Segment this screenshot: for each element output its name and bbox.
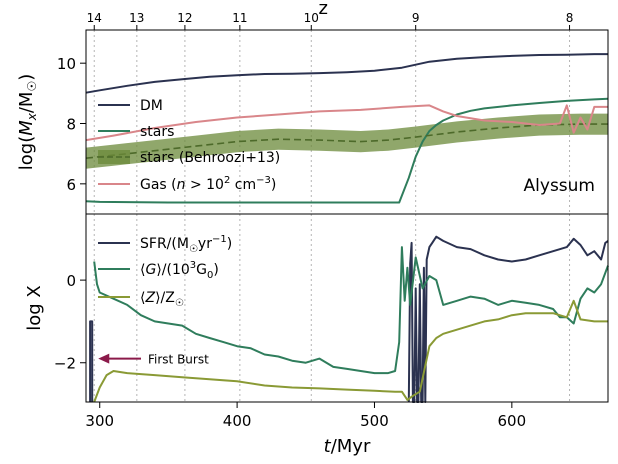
- dm-line: [85, 53, 608, 94]
- ylabel-part: M: [16, 120, 37, 136]
- legend-part: cm: [230, 177, 256, 193]
- legend-label-g: ⟨G⟩/(103G0): [140, 260, 219, 281]
- legend-label-stars: stars: [140, 124, 174, 140]
- legend-part: > 10: [186, 177, 224, 193]
- z-tick-label-13: 13: [129, 11, 144, 25]
- ylabel-part: ): [16, 74, 37, 81]
- x-tick-label-300: 300: [85, 412, 114, 430]
- behroozi-line: [85, 123, 608, 159]
- first-burst-annotation: First Burst: [98, 353, 209, 367]
- ylabel-part: ☉: [25, 81, 39, 92]
- legend-part: Gas (: [140, 177, 177, 193]
- y-tick-label-top-6: 6: [66, 176, 76, 194]
- ylabel-part: /M: [16, 92, 37, 114]
- y-tick-label-top-8: 8: [66, 116, 76, 134]
- ylabel-part: x: [25, 112, 39, 121]
- bottom-panel-ticks: −2 0 300 400 500 600: [54, 272, 526, 430]
- legend-label-gas: Gas (n > 102 cm−3): [140, 175, 276, 193]
- bottom-panel-legend: SFR/(M☉yr−1) ⟨G⟩/(103G0) ⟨Z⟩/Z☉: [98, 234, 232, 309]
- legend-part: 3: [190, 260, 196, 271]
- legend-swatch-behroozi-band: [98, 150, 130, 164]
- x-axis-title: t/Myr: [324, 436, 371, 457]
- legend-part: ☉: [175, 298, 184, 309]
- y-tick-label-bottom-0: 0: [66, 272, 76, 290]
- y-tick-label-bottom--2: −2: [54, 355, 76, 373]
- stars-line: [85, 97, 609, 204]
- legend-part: SFR/(M: [140, 236, 189, 252]
- g-line: [93, 246, 609, 375]
- x-tick-label-500: 500: [360, 412, 389, 430]
- legend-label-z: ⟨Z⟩/Z☉: [140, 290, 184, 309]
- x-tick-label-600: 600: [498, 412, 527, 430]
- bottom-panel-ylabel: log X: [24, 285, 45, 331]
- first-burst-label: First Burst: [148, 353, 209, 367]
- legend-part: ⟨: [140, 262, 145, 278]
- legend-label-behroozi: stars (Behroozi+13): [140, 150, 280, 166]
- sfr-line-1: [407, 235, 609, 403]
- legend-part: ☉: [189, 244, 198, 255]
- top-panel-legend: DM stars stars (Behroozi+13) Gas (n > 10…: [98, 98, 280, 193]
- legend-part: yr: [198, 236, 212, 252]
- z-tick-label-14: 14: [87, 11, 102, 25]
- legend-part: G: [196, 262, 207, 278]
- legend-part: Z: [144, 290, 155, 306]
- gas-line: [85, 104, 608, 142]
- z-tick-label-9: 9: [412, 11, 420, 25]
- legend-part: n: [177, 177, 186, 193]
- bottom-panel-series: [89, 235, 609, 403]
- first-burst-arrowhead: [98, 353, 110, 364]
- legend-label-sfr: SFR/(M☉yr−1): [140, 234, 232, 255]
- z-tick-label-8: 8: [566, 11, 574, 25]
- legend-part: −1: [212, 234, 227, 245]
- legend-part: 0: [207, 270, 213, 281]
- behroozi-band: [86, 113, 608, 169]
- ylabel-part: log(: [16, 136, 37, 170]
- xlabel-unit: /Myr: [331, 436, 371, 457]
- z-tick-label-12: 12: [177, 11, 192, 25]
- z-tick-label-10: 10: [304, 11, 319, 25]
- behroozi-band-area: [86, 113, 608, 169]
- legend-part: ⟨: [140, 290, 145, 306]
- legend-part: −3: [256, 175, 271, 186]
- legend-part: ): [271, 177, 276, 193]
- panel-label-alyssum: Alyssum: [524, 176, 595, 196]
- legend-part: ): [227, 236, 232, 252]
- y-tick-label-top-10: 10: [57, 55, 76, 73]
- legend-part: 2: [224, 175, 230, 186]
- top-panel-ylabel: log(Mx/M☉): [16, 74, 39, 171]
- xlabel-var: t: [324, 436, 332, 457]
- z-tick-label-11: 11: [232, 11, 247, 25]
- legend-label-dm: DM: [140, 98, 163, 114]
- legend-part: ⟩/Z: [155, 290, 175, 306]
- bottom-panel-frame: [85, 213, 609, 403]
- z-line: [93, 299, 608, 403]
- top-panel-series: [85, 53, 609, 204]
- redshift-axis: 14 13 12 11 10 9 8: [87, 11, 574, 30]
- redshift-axis-title: z: [319, 0, 328, 19]
- top-panel-ticks: 6 8 10: [57, 55, 86, 194]
- sfr-line-0: [89, 320, 94, 402]
- x-tick-label-400: 400: [223, 412, 252, 430]
- legend-part: ⟩/(10: [156, 262, 189, 278]
- legend-part: G: [145, 262, 156, 278]
- legend-part: ): [213, 262, 218, 278]
